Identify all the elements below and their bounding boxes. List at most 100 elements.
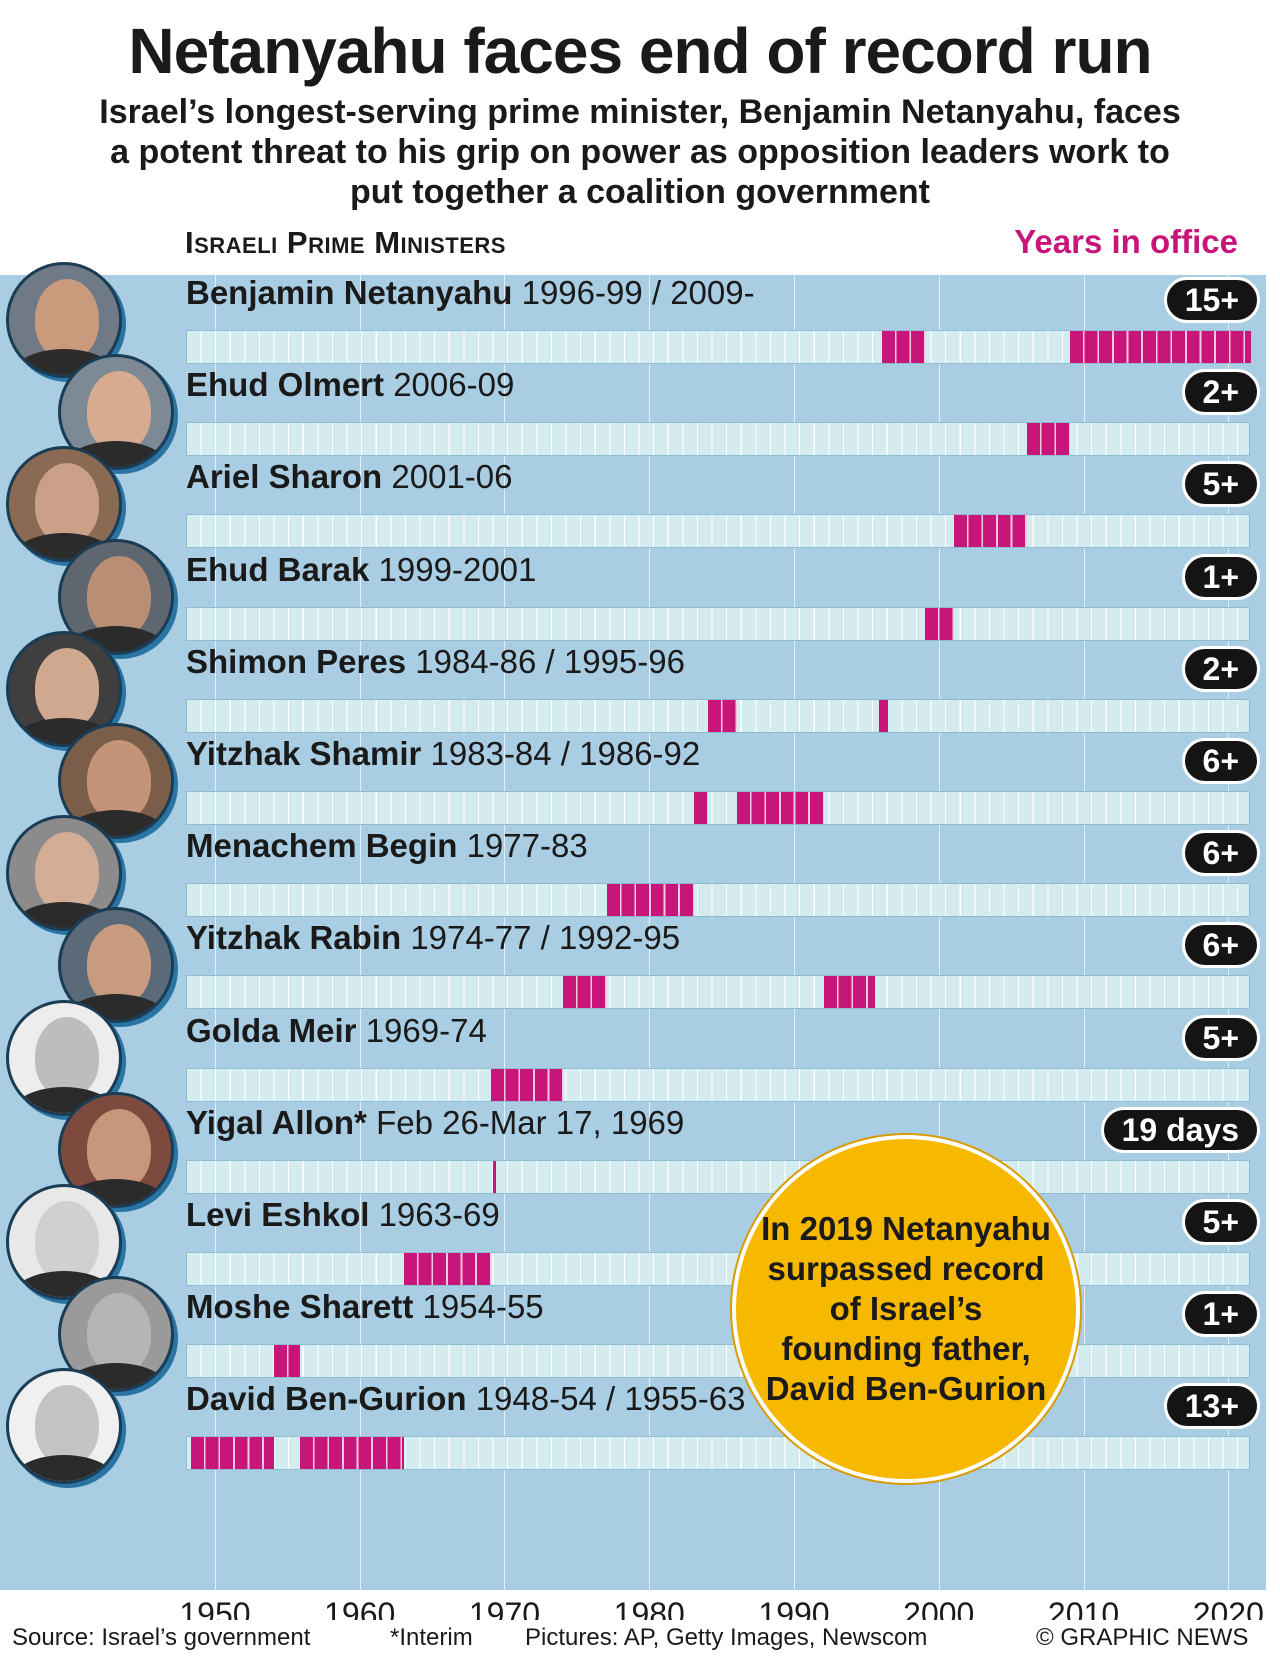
pm-name: Menachem Begin	[186, 827, 458, 865]
pm-row: Menachem Begin 1977-83 6+	[0, 815, 1280, 932]
callout-text: In 2019 Netanyahu surpassed record of Is…	[761, 1210, 1051, 1407]
term-bar	[708, 699, 738, 732]
timeline-track	[186, 1252, 1250, 1286]
callout-bubble: In 2019 Netanyahu surpassed record of Is…	[732, 1135, 1080, 1483]
pm-name-label: Menachem Begin 1977-83	[186, 827, 588, 865]
gridline-1980	[649, 275, 651, 1590]
timeline-track	[186, 1344, 1250, 1379]
pm-term-years: 1974-77 / 1992-95	[401, 919, 681, 957]
pm-name: Benjamin Netanyahu	[186, 274, 513, 311]
years-badge: 15+	[1163, 277, 1260, 323]
pm-term-years: 1983-84 / 1986-92	[421, 735, 701, 772]
pm-name-label: Ehud Olmert 2006-09	[186, 366, 514, 404]
pm-name-label: Ehud Barak 1999-2001	[186, 551, 536, 589]
term-bar	[823, 976, 875, 1009]
term-bar	[925, 607, 955, 640]
years-badge: 1+	[1181, 553, 1260, 600]
pm-row: Moshe Sharett 1954-55 1+	[0, 1276, 1280, 1393]
portrait-face	[87, 371, 151, 452]
pm-name: Yitzhak Shamir	[186, 735, 422, 772]
term-bar	[491, 1068, 564, 1101]
pm-term-years: 1984-86 / 1995-96	[406, 642, 685, 680]
portrait-photo-ben-gurion	[6, 1368, 122, 1485]
term-bar	[563, 976, 607, 1009]
pm-term-years: 1996-99 / 2009-	[512, 274, 755, 311]
timeline-track	[186, 698, 1250, 733]
footer: Source: Israel’s government *Interim Pic…	[0, 1620, 1280, 1656]
portrait-face	[87, 924, 151, 1005]
pm-row: Shimon Peres 1984-86 / 1995-96 2+	[0, 630, 1280, 747]
subtitle: Israel’s longest-serving prime minister,…	[99, 93, 1181, 211]
years-badge: 19 days	[1100, 1106, 1260, 1153]
page-title: Netanyahu faces end of record run	[128, 15, 1152, 87]
pm-name-label: David Ben-Gurion 1948-54 / 1955-63	[186, 1380, 745, 1418]
gridline-2000	[938, 275, 940, 1590]
pm-name: Ehud Olmert	[186, 366, 385, 404]
pm-name-label: Shimon Peres 1984-86 / 1995-96	[186, 643, 685, 681]
pm-term-years: 1969-74	[356, 1011, 487, 1049]
pm-term-years: 1963-69	[369, 1196, 500, 1233]
portrait-face	[35, 832, 99, 913]
pm-row: Yitzhak Shamir 1983-84 / 1986-92 6+	[0, 723, 1280, 839]
pm-name-label: Levi Eshkol 1963-69	[186, 1196, 500, 1234]
gridline-1960	[359, 275, 361, 1590]
term-bar	[737, 792, 824, 824]
portrait-photo-shamir	[58, 723, 174, 839]
timeline-track	[186, 606, 1250, 641]
years-badge: 13+	[1163, 1383, 1260, 1430]
term-bar	[881, 331, 926, 363]
pm-row: Levi Eshkol 1963-69 5+	[0, 1184, 1280, 1300]
pm-name-label: Yitzhak Rabin 1974-77 / 1992-95	[186, 919, 680, 957]
portrait-face	[35, 1385, 99, 1466]
portrait-face	[35, 279, 99, 359]
portrait-face	[35, 1201, 99, 1281]
pm-name: Yitzhak Rabin	[186, 919, 402, 957]
timeline-track	[186, 422, 1250, 457]
portrait-face	[87, 1108, 151, 1189]
pm-name: David Ben-Gurion	[186, 1380, 467, 1418]
pm-name: Golda Meir	[186, 1011, 357, 1049]
timeline-track	[186, 330, 1251, 364]
pm-row: Benjamin Netanyahu 1996-99 / 2009- 15+	[0, 262, 1280, 378]
gridline-1990	[794, 275, 795, 1590]
pm-row: Ariel Sharon 2001-06 5+	[0, 446, 1280, 563]
pm-row: David Ben-Gurion 1948-54 / 1955-63 13+	[0, 1368, 1280, 1485]
timeline-track	[186, 883, 1250, 918]
pm-term-years: 1948-54 / 1955-63	[466, 1380, 746, 1418]
years-badge: 6+	[1181, 922, 1260, 969]
pm-row: Golda Meir 1969-74 5+	[0, 999, 1280, 1116]
years-badge: 5+	[1181, 1014, 1260, 1061]
gridline-1970	[504, 275, 506, 1590]
portrait-photo-eshkol	[6, 1184, 122, 1300]
portrait-face	[87, 740, 151, 820]
pm-name-label: Benjamin Netanyahu 1996-99 / 2009-	[186, 274, 755, 312]
footer-credit: © GRAPHIC NEWS	[1036, 1624, 1249, 1651]
timeline-track	[186, 791, 1250, 825]
portrait-photo-olmert	[58, 354, 174, 471]
gridline-2010	[1083, 275, 1085, 1590]
pm-name: Yigal Allon*	[186, 1103, 367, 1141]
term-bar	[299, 1437, 405, 1470]
pm-term-years: 1999-2001	[369, 550, 537, 588]
pm-name-label: Yitzhak Shamir 1983-84 / 1986-92	[186, 735, 700, 773]
pm-term-years: 2006-09	[384, 366, 515, 404]
pm-name-label: Yigal Allon* Feb 26-Mar 17, 1969	[186, 1104, 684, 1142]
legend-label: Years in office	[1014, 223, 1238, 260]
pm-row: Ehud Barak 1999-2001 1+	[0, 538, 1280, 655]
term-bar	[954, 515, 1027, 548]
years-badge: 6+	[1181, 830, 1260, 877]
pm-name: Moshe Sharett	[186, 1288, 414, 1326]
portrait-face	[87, 555, 151, 636]
pm-term-years: Feb 26-Mar 17, 1969	[366, 1103, 685, 1141]
portrait-face	[35, 1016, 99, 1097]
pm-name-label: Ariel Sharon 2001-06	[186, 458, 513, 496]
pm-name: Ariel Sharon	[186, 458, 383, 496]
timeline-track	[186, 975, 1250, 1010]
pm-row: Ehud Olmert 2006-09 2+	[0, 354, 1280, 471]
portrait-face	[87, 1293, 151, 1374]
years-badge: 5+	[1181, 461, 1260, 508]
footer-note: *Interim	[390, 1624, 473, 1651]
term-bar	[404, 1253, 491, 1285]
portrait-face	[35, 463, 99, 544]
pm-name-label: Golda Meir 1969-74	[186, 1012, 487, 1050]
